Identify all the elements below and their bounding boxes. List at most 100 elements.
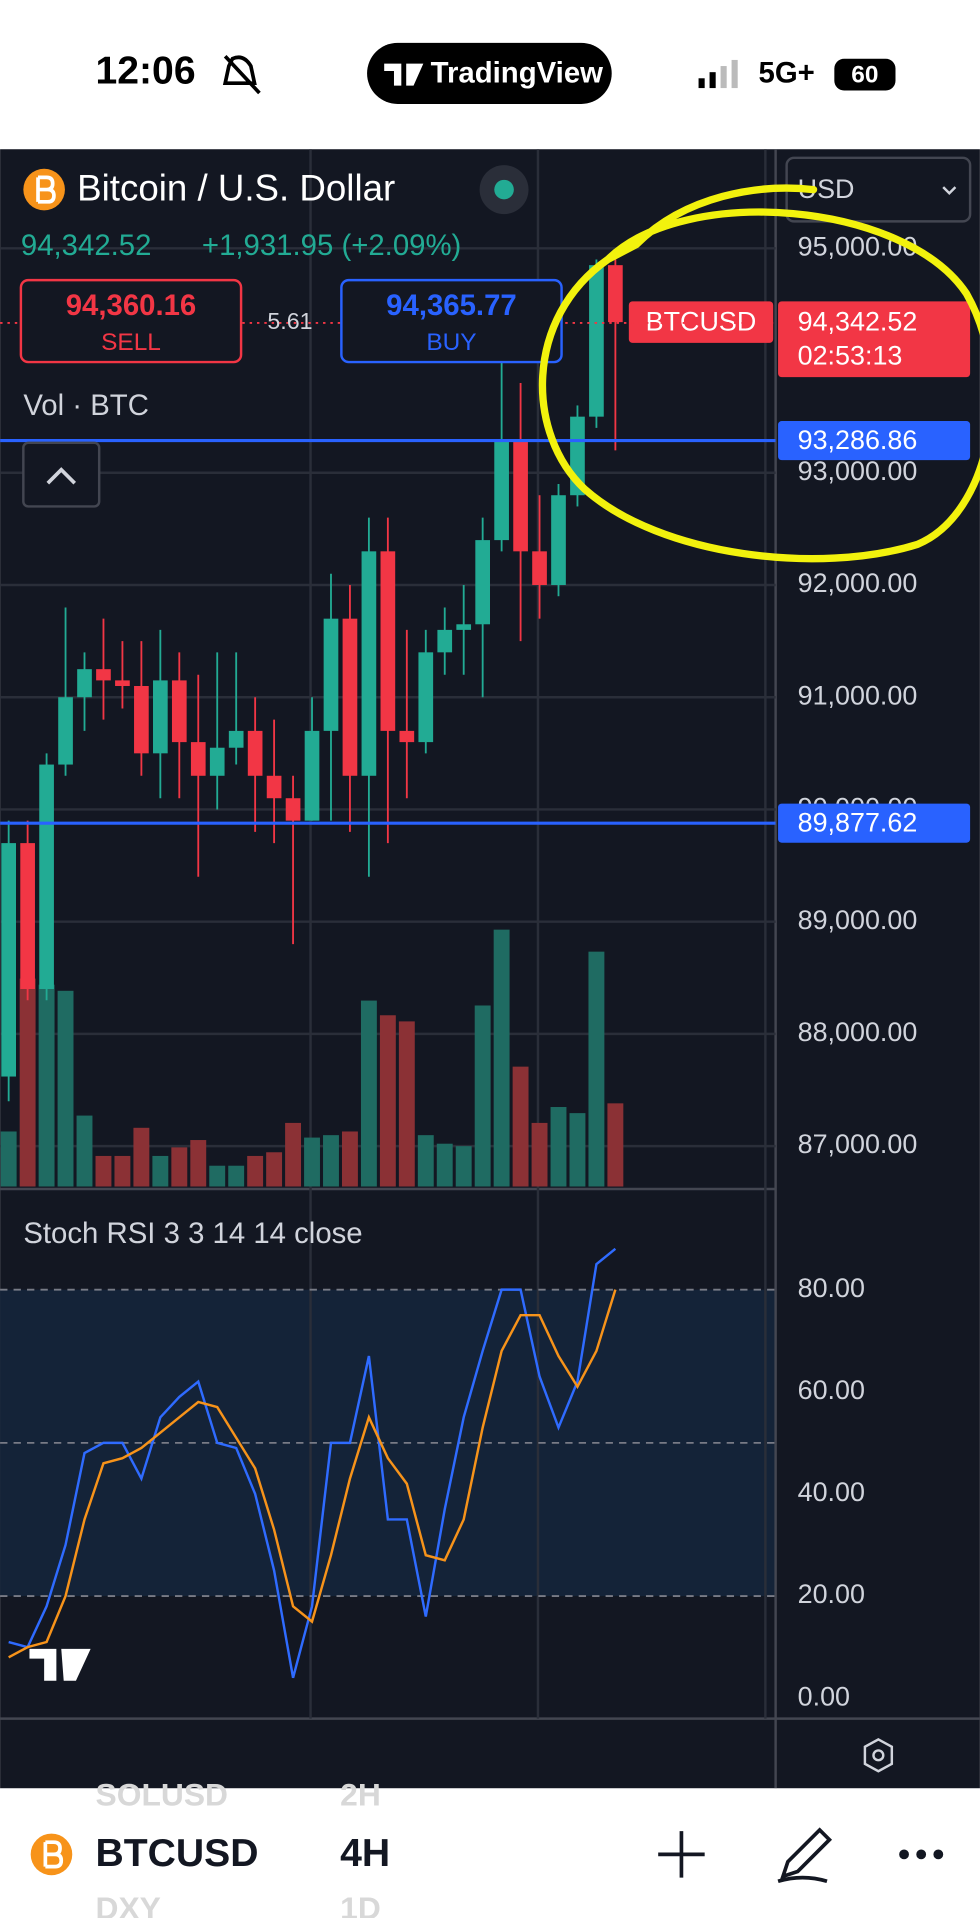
volume-bar bbox=[588, 951, 605, 1187]
candle-body bbox=[608, 265, 623, 323]
y-tick-label: 20.00 bbox=[798, 1579, 865, 1609]
last-price-tag bbox=[778, 301, 971, 378]
chevron-up bbox=[46, 467, 77, 485]
volume-bar bbox=[304, 1137, 320, 1187]
add-button[interactable] bbox=[658, 1831, 705, 1878]
candle-body bbox=[134, 685, 149, 754]
volume-bar bbox=[607, 1103, 624, 1187]
plot bbox=[0, 259, 776, 1679]
app-logo bbox=[384, 63, 424, 86]
candle-body bbox=[551, 495, 566, 585]
more-button[interactable] bbox=[899, 1849, 944, 1860]
sell-price: 94,360.16 bbox=[66, 289, 197, 322]
volume-bar bbox=[493, 929, 510, 1187]
candle-body bbox=[171, 680, 187, 743]
stoch-title: Stoch RSI 3 3 14 14 close bbox=[23, 1217, 362, 1250]
volume-bar bbox=[19, 978, 36, 1187]
volume-bar bbox=[133, 1127, 150, 1187]
battery bbox=[834, 58, 896, 91]
network: 5G+ bbox=[758, 56, 814, 89]
battery-level: 60 bbox=[851, 61, 878, 88]
level-label: 89,877.62 bbox=[798, 808, 918, 838]
price-change: +1,931.95 (+2.09%) bbox=[202, 229, 461, 262]
y-tick-label: 88,000.00 bbox=[798, 1017, 918, 1047]
volume-bar bbox=[455, 1146, 472, 1187]
prev-interval: 2H bbox=[340, 1776, 381, 1812]
chevron-down bbox=[942, 186, 957, 195]
candle-body bbox=[380, 551, 396, 731]
candle-body bbox=[323, 618, 339, 731]
countdown: 02:53:13 bbox=[798, 341, 903, 371]
y-tick-label: 80.00 bbox=[798, 1273, 865, 1303]
mute-icon bbox=[222, 55, 261, 95]
candle-body bbox=[513, 439, 528, 552]
app-name: TradingView bbox=[431, 56, 603, 89]
candle-body bbox=[77, 669, 92, 698]
volume-bar bbox=[0, 1131, 17, 1187]
candle-body bbox=[475, 540, 490, 625]
buy-button[interactable] bbox=[340, 278, 563, 364]
candle-body bbox=[1, 843, 17, 1077]
volume-bar bbox=[171, 1147, 188, 1187]
y-tick-label: 92,000.00 bbox=[798, 568, 918, 598]
candle-body bbox=[153, 680, 168, 754]
candle-body bbox=[399, 730, 415, 743]
volume-bar bbox=[190, 1140, 207, 1187]
buy-price: 94,365.77 bbox=[386, 289, 517, 322]
clock: 12:06 bbox=[96, 50, 196, 93]
volume-bar bbox=[247, 1155, 264, 1187]
volume-bar bbox=[512, 1066, 529, 1187]
last-price: 94,342.52 bbox=[21, 229, 152, 262]
volume-bar bbox=[76, 1115, 93, 1187]
volume-bar bbox=[569, 1113, 586, 1187]
volume-bar bbox=[417, 1135, 434, 1187]
candle-body bbox=[456, 624, 472, 630]
volume-bar bbox=[266, 1152, 283, 1187]
volume-bar bbox=[531, 1122, 548, 1187]
candle-body bbox=[39, 764, 54, 990]
candle-body bbox=[96, 669, 111, 681]
prev-symbol: SOLUSD bbox=[96, 1776, 229, 1812]
volume-bar bbox=[398, 1021, 415, 1187]
axes: 18202287,000.0088,000.0089,000.0090,000.… bbox=[628, 231, 971, 1711]
buy-label: BUY bbox=[426, 329, 476, 356]
candle-body bbox=[589, 265, 604, 417]
stoch-line bbox=[8, 1289, 617, 1659]
candle-body bbox=[266, 775, 282, 799]
interval-button[interactable]: 4H bbox=[340, 1832, 390, 1875]
sell-label: SELL bbox=[101, 329, 161, 356]
collapse-button[interactable] bbox=[22, 441, 101, 508]
candle-body bbox=[209, 747, 225, 776]
volume-bar bbox=[341, 1131, 358, 1187]
volume-bar bbox=[95, 1155, 112, 1187]
next-interval: 1D bbox=[340, 1890, 381, 1918]
volume-bar bbox=[360, 1000, 377, 1187]
sell-button[interactable] bbox=[19, 278, 243, 364]
draw-button[interactable] bbox=[777, 1827, 833, 1884]
volume-label: Vol · BTC bbox=[23, 389, 149, 422]
symbol-button[interactable]: BTCUSD bbox=[96, 1832, 259, 1875]
candle-body bbox=[532, 551, 547, 585]
market-open-dot bbox=[494, 179, 514, 200]
volume-bar bbox=[379, 1015, 396, 1187]
btc-glyph bbox=[36, 175, 56, 204]
y-tick-label: 89,000.00 bbox=[798, 905, 918, 935]
candle-body bbox=[20, 843, 35, 990]
settings-button[interactable] bbox=[863, 1738, 894, 1773]
btc-glyph bbox=[43, 1840, 64, 1869]
symbol-tag bbox=[628, 301, 774, 343]
volume-bar bbox=[323, 1135, 339, 1187]
volume-bar bbox=[436, 1143, 453, 1187]
candle-body bbox=[361, 551, 377, 776]
y-tick-label: 87,000.00 bbox=[798, 1129, 918, 1159]
app-pill bbox=[367, 42, 612, 104]
symbol-title: Bitcoin / U.S. Dollar bbox=[77, 168, 395, 209]
candle-body bbox=[190, 742, 206, 776]
volume-bar bbox=[474, 1005, 491, 1187]
volume-bar bbox=[57, 990, 74, 1187]
candle-body bbox=[437, 629, 453, 653]
level-tag bbox=[778, 803, 971, 843]
annotation-circle bbox=[538, 184, 980, 563]
